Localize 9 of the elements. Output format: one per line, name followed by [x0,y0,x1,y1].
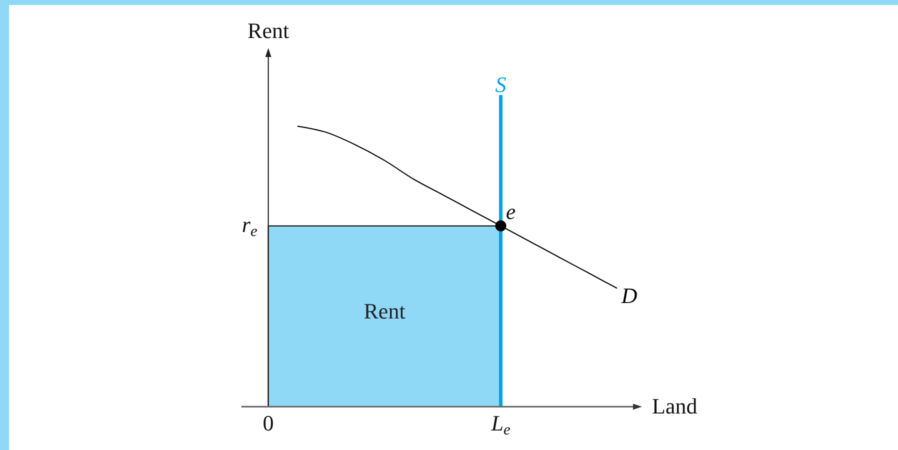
annotation: r$_{e}$ [242,212,258,240]
series-label: D [620,282,638,308]
series-label: e [506,198,516,224]
y-axis-title: Rent [248,18,290,43]
x-tick-label: 0 [262,410,274,436]
x-tick-label: L$_{e}$ [490,410,510,439]
series-label: Rent [364,298,406,323]
series-label: S [495,72,506,96]
x-axis-title: Land [652,394,698,419]
